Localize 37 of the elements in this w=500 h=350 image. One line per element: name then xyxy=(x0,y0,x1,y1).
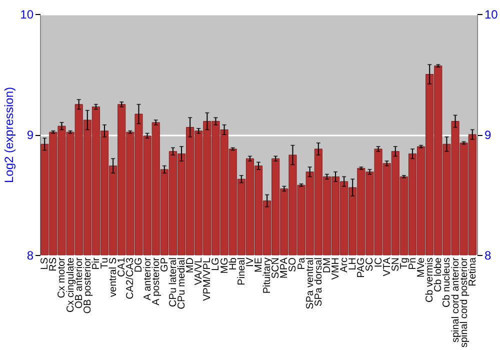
x-tick-label: VMH xyxy=(330,258,342,280)
x-tick-label: SPa dorsal xyxy=(313,258,324,306)
x-tick-label: spinal cord posterior xyxy=(458,256,470,348)
x-tick-label: Pituitary xyxy=(262,258,274,294)
x-tick-label: IV xyxy=(244,257,256,267)
x-tick-label: OB anterior xyxy=(74,256,85,309)
x-tick-label: Pineal xyxy=(236,258,248,286)
y2-tick-label: 8 xyxy=(484,248,492,262)
x-tick-label: Retina xyxy=(467,257,478,286)
x-tick-label: ME xyxy=(254,257,264,272)
x-tick-label: SO xyxy=(288,257,299,272)
x-tick-label: Pir xyxy=(90,256,102,270)
x-tick-label: Tg xyxy=(398,258,410,270)
x-tick-label: Pa xyxy=(296,257,308,270)
x-tick-label: DG xyxy=(134,257,145,272)
x-tick-label: A anterior xyxy=(142,256,154,300)
x-tick-label: IC xyxy=(373,258,384,268)
x-tick-label: VTA xyxy=(382,257,393,276)
y2-tick-label: 9 xyxy=(484,128,492,142)
x-tick-label: OB posterior xyxy=(82,256,94,314)
x-tick-label: LG xyxy=(210,257,222,271)
x-tick-label: RS xyxy=(48,257,60,272)
x-tick-label: SN xyxy=(390,258,402,272)
y-tick-label: 10 xyxy=(20,8,34,22)
x-tick-label: spinal cord anterior xyxy=(450,256,462,343)
x-tick-label: Cb nucleus xyxy=(442,258,453,308)
x-tick-label: SC xyxy=(364,258,376,272)
x-tick-label: A posterior xyxy=(150,256,162,306)
x-tick-label: Hb xyxy=(228,257,239,270)
y2-tick-label: 10 xyxy=(484,8,498,22)
x-tick-label: GP xyxy=(159,257,170,272)
y-tick-label: 8 xyxy=(26,248,34,262)
x-tick-label: DM xyxy=(322,258,333,274)
x-tick-label: Cx cingulate xyxy=(65,257,76,313)
x-tick-label: Pn xyxy=(407,258,418,270)
y-axis-title: Log2 (expression) xyxy=(2,86,16,184)
y-tick-label: 9 xyxy=(26,128,34,142)
